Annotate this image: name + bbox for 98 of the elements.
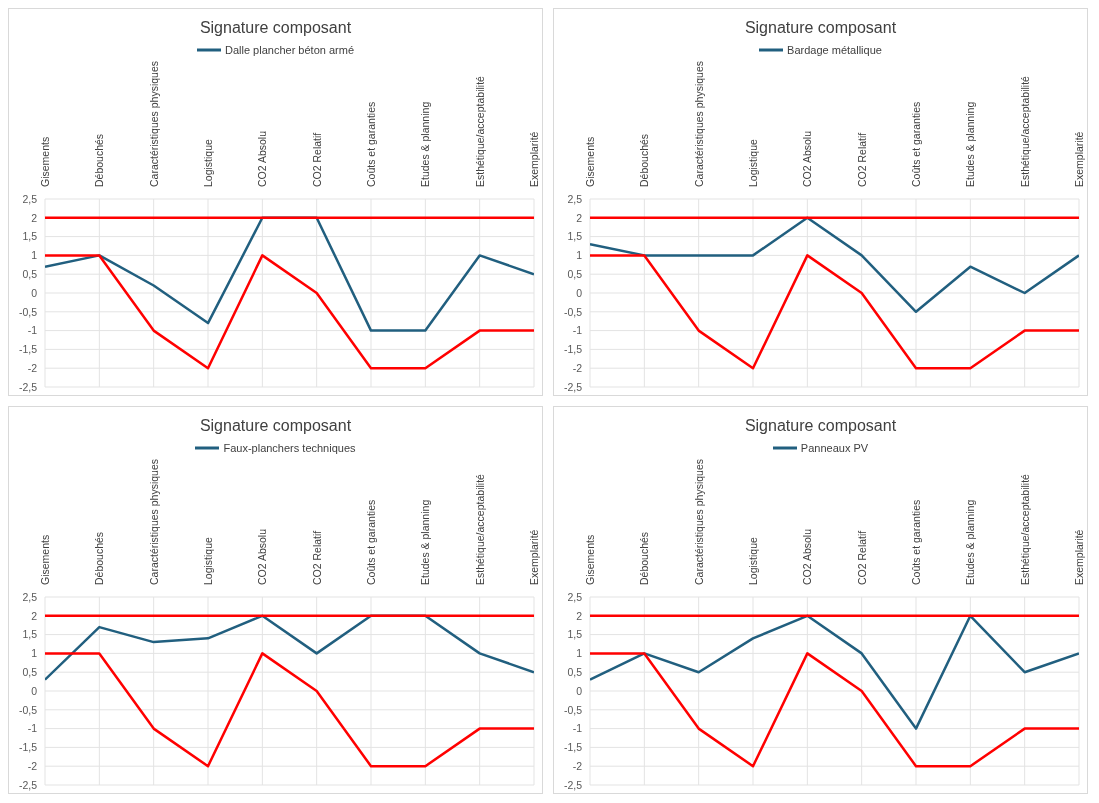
y-tick-label: -1,5 <box>18 343 38 356</box>
x-tick-label: CO2 Relatif <box>855 132 868 187</box>
chart-title: Signature composant <box>198 417 353 436</box>
x-tick-label: Débouchés <box>638 531 651 585</box>
x-tick-label: Gisements <box>584 534 596 585</box>
y-tick-label: 0 <box>31 684 38 697</box>
y-tick-label: -2 <box>572 361 583 374</box>
x-tick-label: Coûts et garanties <box>910 101 922 187</box>
y-tick-label: 2,5 <box>567 192 583 205</box>
x-tick-label: Caractéristiques physiques <box>692 458 705 585</box>
x-tick-label: Débouchés <box>638 133 651 187</box>
y-tick-label: 0 <box>31 286 38 299</box>
y-tick-label: -1 <box>572 722 583 735</box>
x-tick-label: CO2 Relatif <box>855 530 868 585</box>
y-tick-label: -0,5 <box>563 305 583 318</box>
line-series <box>590 614 1079 730</box>
legend-label: Faux-planchers techniques <box>223 442 356 454</box>
x-tick-label: Exemplarité <box>528 529 540 585</box>
y-tick-label: 1 <box>576 647 583 660</box>
y-tick-label: -1,5 <box>18 741 38 754</box>
x-tick-label: Caractéristiques physiques <box>692 60 705 187</box>
x-tick-label: Caractéristiques physiques <box>147 60 160 187</box>
y-tick-label: -2,5 <box>563 778 583 791</box>
line-series <box>590 652 1079 768</box>
y-tick-label: 2,5 <box>22 590 38 603</box>
y-tick-label: -1,5 <box>563 741 583 754</box>
y-tick-label: 2,5 <box>567 590 583 603</box>
legend-label: Dalle plancher béton armé <box>224 44 355 56</box>
y-tick-label: 1 <box>576 249 583 262</box>
y-tick-label: 2 <box>576 609 583 622</box>
x-tick-label: Gisements <box>39 534 51 585</box>
x-tick-label: Esthétique/acceptabilité <box>473 473 486 585</box>
y-tick-label: 0 <box>576 286 583 299</box>
x-tick-label: Logistique <box>202 138 214 187</box>
y-tick-label: -2 <box>572 759 583 772</box>
x-tick-label: Esthétique/acceptabilité <box>1018 473 1031 585</box>
chart-title: Signature composant <box>198 19 353 38</box>
y-tick-label: 1,5 <box>567 628 583 641</box>
x-tick-label: CO2 Absolu <box>256 130 269 187</box>
y-tick-label: 1,5 <box>22 230 38 243</box>
line-series <box>45 652 534 768</box>
legend-label: Bardage métallique <box>787 44 882 56</box>
x-tick-label: Logistique <box>747 536 759 585</box>
legend-label: Panneaux PV <box>800 442 869 454</box>
x-tick-label: Etudes & planning <box>419 101 432 187</box>
y-tick-label: -1 <box>27 722 38 735</box>
x-tick-label: Etudes & planning <box>964 101 977 187</box>
x-tick-label: Coûts et garanties <box>365 101 377 187</box>
x-tick-label: Esthétique/acceptabilité <box>473 75 486 187</box>
x-tick-label: CO2 Relatif <box>310 132 323 187</box>
line-series <box>590 216 1079 314</box>
x-tick-label: Etudes & planning <box>419 499 432 585</box>
x-tick-label: Coûts et garanties <box>910 499 922 585</box>
x-tick-label: Caractéristiques physiques <box>147 458 160 585</box>
y-tick-label: 2,5 <box>22 192 38 205</box>
y-tick-label: 2 <box>576 211 583 224</box>
y-tick-label: 1,5 <box>567 230 583 243</box>
x-tick-label: CO2 Absolu <box>256 528 269 585</box>
y-tick-label: 0,5 <box>22 665 38 678</box>
line-series <box>45 254 534 370</box>
line-series <box>590 254 1079 370</box>
y-tick-label: -2,5 <box>563 380 583 393</box>
x-tick-label: Débouchés <box>93 531 106 585</box>
y-tick-label: -0,5 <box>563 703 583 716</box>
x-tick-label: Logistique <box>747 138 759 187</box>
y-tick-label: 1,5 <box>22 628 38 641</box>
y-tick-label: -2 <box>27 361 38 374</box>
x-tick-label: Coûts et garanties <box>365 499 377 585</box>
x-tick-label: CO2 Absolu <box>801 130 814 187</box>
y-tick-label: 0,5 <box>567 267 583 280</box>
y-tick-label: -1,5 <box>563 343 583 356</box>
y-tick-label: 1 <box>31 647 38 660</box>
y-tick-label: -2,5 <box>18 380 38 393</box>
y-tick-label: 0,5 <box>567 665 583 678</box>
y-tick-label: -1 <box>572 324 583 337</box>
x-tick-label: Gisements <box>39 136 51 187</box>
x-tick-label: Exemplarité <box>528 131 540 187</box>
y-tick-label: -2,5 <box>18 778 38 791</box>
x-tick-label: Gisements <box>584 136 596 187</box>
x-tick-label: Débouchés <box>93 133 106 187</box>
y-tick-label: 1 <box>31 249 38 262</box>
x-tick-label: CO2 Absolu <box>801 528 814 585</box>
y-tick-label: -1 <box>27 324 38 337</box>
y-tick-label: 0 <box>576 684 583 697</box>
y-tick-label: -0,5 <box>18 703 38 716</box>
x-tick-label: Esthétique/acceptabilité <box>1018 75 1031 187</box>
y-tick-label: -2 <box>27 759 38 772</box>
y-tick-label: 0,5 <box>22 267 38 280</box>
x-tick-label: CO2 Relatif <box>310 530 323 585</box>
y-tick-label: 2 <box>31 609 38 622</box>
x-tick-label: Etudes & planning <box>964 499 977 585</box>
x-tick-label: Exemplarité <box>1073 131 1085 187</box>
chart-title: Signature composant <box>743 19 898 38</box>
y-tick-label: 2 <box>31 211 38 224</box>
x-tick-label: Logistique <box>202 536 214 585</box>
chart-title: Signature composant <box>743 417 898 436</box>
y-tick-label: -0,5 <box>18 305 38 318</box>
x-tick-label: Exemplarité <box>1073 529 1085 585</box>
